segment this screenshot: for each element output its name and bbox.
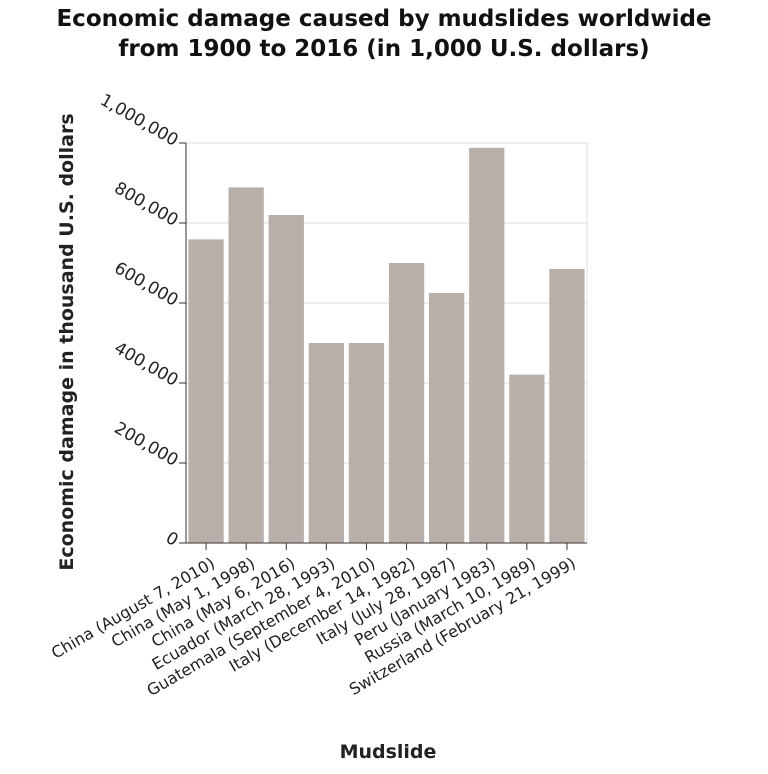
bar bbox=[509, 374, 545, 543]
y-tick-labels: 0 200,000 400,000 600,000 800,000 1,000,000 bbox=[97, 90, 182, 551]
bar bbox=[549, 269, 585, 543]
bar bbox=[388, 263, 425, 543]
bar bbox=[188, 239, 224, 543]
axes bbox=[179, 142, 587, 550]
bar bbox=[469, 147, 505, 544]
y-tick-label: 800,000 bbox=[111, 178, 182, 230]
y-axis-label: Economic damage in thousand U.S. dollars bbox=[56, 113, 78, 570]
bars bbox=[188, 147, 585, 544]
bar bbox=[429, 293, 465, 543]
y-tick-label: 1,000,000 bbox=[97, 90, 182, 151]
x-axis-label: Mudslide bbox=[340, 741, 437, 763]
y-tick-label: 400,000 bbox=[111, 338, 182, 390]
y-tick-label: 200,000 bbox=[111, 418, 182, 470]
chart-title: Economic damage caused by mudslides worl… bbox=[0, 4, 768, 64]
bar bbox=[308, 343, 344, 543]
y-tick-label: 0 bbox=[162, 528, 181, 551]
bar bbox=[348, 343, 385, 543]
chart-title-line-2: from 1900 to 2016 (in 1,000 U.S. dollars… bbox=[118, 36, 650, 62]
x-tick-labels: China (August 7, 2010)China (May 1, 1998… bbox=[48, 553, 579, 700]
y-tick-label: 600,000 bbox=[111, 258, 182, 310]
chart-title-line-1: Economic damage caused by mudslides worl… bbox=[56, 6, 712, 32]
bar bbox=[268, 215, 304, 543]
bar bbox=[228, 187, 264, 543]
